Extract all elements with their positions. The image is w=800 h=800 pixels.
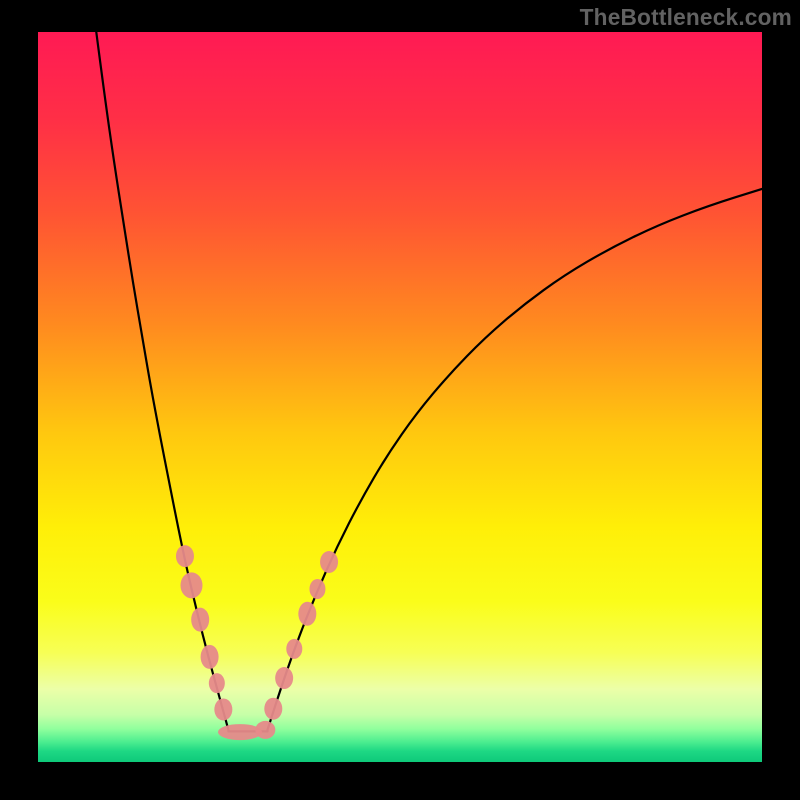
- marker-dot: [209, 673, 225, 693]
- marker-dot: [176, 545, 194, 567]
- marker-dot: [286, 639, 302, 659]
- marker-dot: [218, 724, 262, 740]
- marker-dot: [298, 602, 316, 626]
- marker-dot: [309, 579, 325, 599]
- stage: TheBottleneck.com: [0, 0, 800, 800]
- chart-canvas: [0, 0, 800, 800]
- marker-dot: [191, 608, 209, 632]
- marker-dot: [275, 667, 293, 689]
- marker-dot: [180, 572, 202, 598]
- marker-dot: [214, 698, 232, 720]
- marker-dot: [201, 645, 219, 669]
- marker-dot: [264, 698, 282, 720]
- watermark-label: TheBottleneck.com: [580, 4, 792, 31]
- gradient-plot-area: [38, 32, 762, 762]
- marker-dot: [255, 721, 275, 739]
- marker-dot: [320, 551, 338, 573]
